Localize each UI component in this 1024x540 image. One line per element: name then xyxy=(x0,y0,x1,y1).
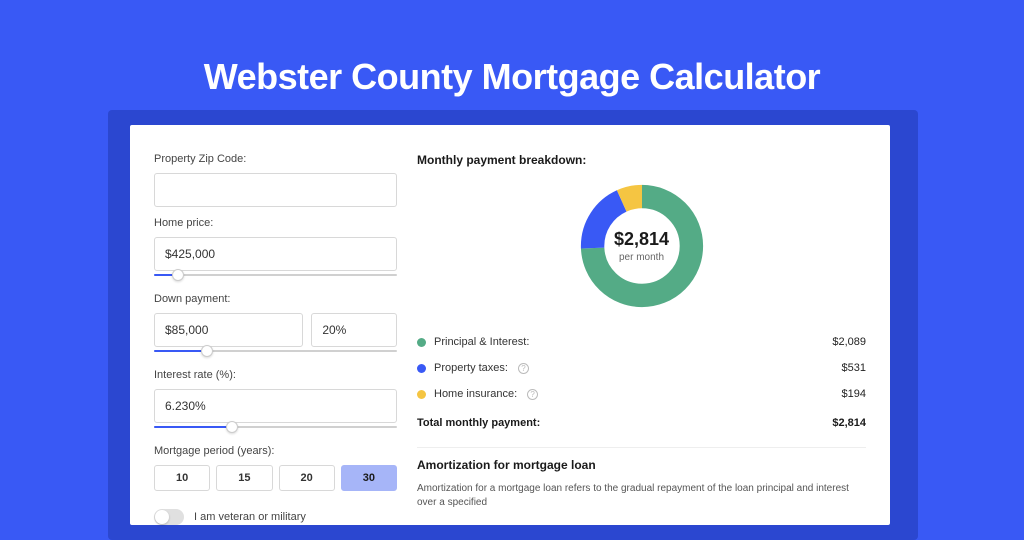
slider-thumb[interactable] xyxy=(226,421,238,433)
legend-value: $531 xyxy=(842,362,866,374)
legend-value: $194 xyxy=(842,388,866,400)
legend-label: Home insurance: xyxy=(434,388,517,400)
home-price-input[interactable] xyxy=(154,237,397,271)
slider-fill xyxy=(154,426,232,428)
legend-left: Home insurance:? xyxy=(417,388,538,400)
legend-row: Home insurance:? $194 xyxy=(417,381,866,407)
info-icon[interactable]: ? xyxy=(527,389,538,400)
down-payment-percent-input[interactable] xyxy=(311,313,397,347)
donut-container: $2,814 per month xyxy=(417,181,866,311)
veteran-toggle-row: I am veteran or military xyxy=(154,509,397,525)
slider-fill xyxy=(154,350,207,352)
legend-label: Principal & Interest: xyxy=(434,336,529,348)
page-title: Webster County Mortgage Calculator xyxy=(0,0,1024,98)
donut-center: $2,814 per month xyxy=(577,181,707,311)
field-mortgage-period: Mortgage period (years): 1015 2030 xyxy=(154,445,397,491)
info-icon[interactable]: ? xyxy=(518,363,529,374)
legend-dot xyxy=(417,390,426,399)
calculator-card: Property Zip Code: Home price: Down paym… xyxy=(130,125,890,525)
amortization-title: Amortization for mortgage loan xyxy=(417,458,866,472)
amortization-text: Amortization for a mortgage loan refers … xyxy=(417,482,866,510)
legend-row: Property taxes:? $531 xyxy=(417,355,866,381)
legend-value: $2,089 xyxy=(832,336,866,348)
interest-rate-label: Interest rate (%): xyxy=(154,369,397,381)
breakdown-title: Monthly payment breakdown: xyxy=(417,153,866,167)
period-option-15[interactable]: 15 xyxy=(216,465,272,491)
slider-thumb[interactable] xyxy=(172,269,184,281)
total-label: Total monthly payment: xyxy=(417,417,540,429)
zip-input[interactable] xyxy=(154,173,397,207)
period-option-20[interactable]: 20 xyxy=(279,465,335,491)
field-interest-rate: Interest rate (%): xyxy=(154,369,397,433)
down-payment-label: Down payment: xyxy=(154,293,397,305)
legend-dot xyxy=(417,364,426,373)
field-home-price: Home price: xyxy=(154,217,397,281)
down-payment-slider[interactable] xyxy=(154,345,397,357)
total-value: $2,814 xyxy=(832,417,866,429)
total-row: Total monthly payment: $2,814 xyxy=(417,407,866,443)
veteran-label: I am veteran or military xyxy=(194,511,306,523)
breakdown-column: Monthly payment breakdown: $2,814 per mo… xyxy=(417,153,866,525)
period-option-10[interactable]: 10 xyxy=(154,465,210,491)
legend: Principal & Interest: $2,089 Property taxe… xyxy=(417,329,866,407)
field-down-payment: Down payment: xyxy=(154,293,397,357)
toggle-knob xyxy=(155,510,169,524)
legend-row: Principal & Interest: $2,089 xyxy=(417,329,866,355)
interest-rate-slider[interactable] xyxy=(154,421,397,433)
slider-track xyxy=(154,274,397,276)
donut-sub: per month xyxy=(619,252,664,263)
home-price-label: Home price: xyxy=(154,217,397,229)
home-price-slider[interactable] xyxy=(154,269,397,281)
field-zip: Property Zip Code: xyxy=(154,153,397,207)
slider-thumb[interactable] xyxy=(201,345,213,357)
donut-amount: $2,814 xyxy=(614,229,669,250)
mortgage-period-options: 1015 2030 xyxy=(154,465,397,491)
veteran-toggle[interactable] xyxy=(154,509,184,525)
legend-dot xyxy=(417,338,426,347)
legend-label: Property taxes: xyxy=(434,362,508,374)
mortgage-period-label: Mortgage period (years): xyxy=(154,445,397,457)
period-option-30[interactable]: 30 xyxy=(341,465,397,491)
legend-left: Principal & Interest: xyxy=(417,336,529,348)
legend-left: Property taxes:? xyxy=(417,362,529,374)
inputs-column: Property Zip Code: Home price: Down paym… xyxy=(154,153,397,525)
divider xyxy=(417,447,866,448)
payment-donut-chart: $2,814 per month xyxy=(577,181,707,311)
interest-rate-input[interactable] xyxy=(154,389,397,423)
zip-label: Property Zip Code: xyxy=(154,153,397,165)
down-payment-amount-input[interactable] xyxy=(154,313,303,347)
amortization-section: Amortization for mortgage loan Amortizat… xyxy=(417,452,866,510)
